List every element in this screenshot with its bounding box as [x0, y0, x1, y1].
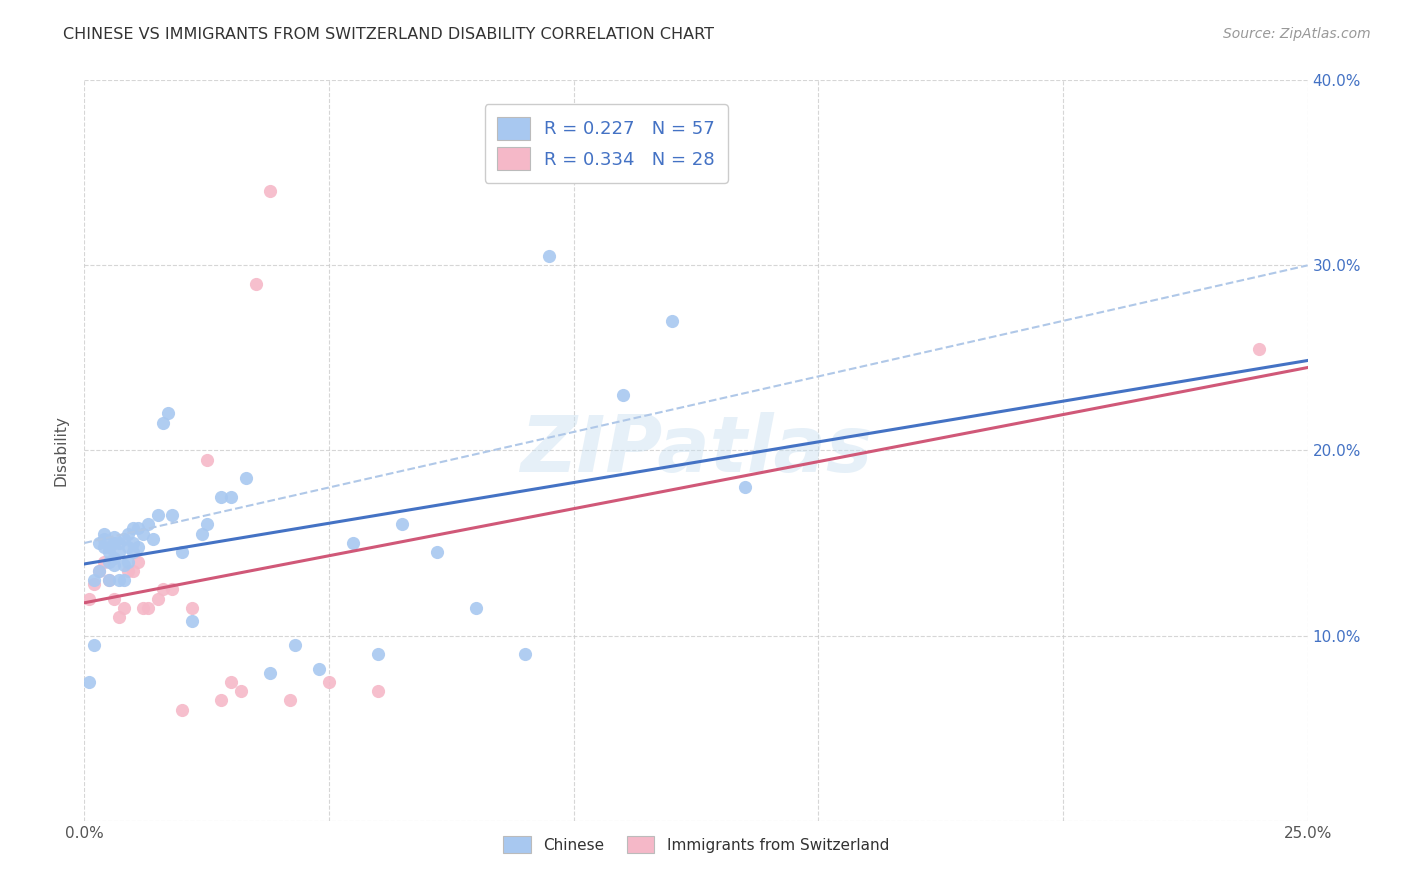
Point — [308, 662, 330, 676]
Point — [142, 533, 165, 547]
Point — [77, 674, 100, 689]
Y-axis label: Disability: Disability — [53, 415, 69, 486]
Point — [117, 554, 139, 569]
Point — [538, 249, 561, 263]
Point — [83, 576, 105, 591]
Point — [132, 600, 155, 615]
Point — [122, 564, 145, 578]
Point — [136, 517, 159, 532]
Point — [734, 481, 756, 495]
Point — [127, 540, 149, 554]
Point — [367, 684, 389, 698]
Point — [284, 638, 307, 652]
Point — [191, 526, 214, 541]
Point — [107, 573, 129, 587]
Point — [127, 554, 149, 569]
Point — [195, 517, 218, 532]
Point — [107, 545, 129, 559]
Point — [103, 531, 125, 545]
Point — [318, 674, 340, 689]
Point — [259, 184, 281, 198]
Point — [259, 665, 281, 680]
Point — [83, 573, 105, 587]
Point — [77, 591, 100, 606]
Point — [391, 517, 413, 532]
Point — [146, 508, 169, 523]
Point — [103, 536, 125, 550]
Point — [93, 526, 115, 541]
Point — [107, 536, 129, 550]
Point — [87, 564, 110, 578]
Point — [152, 416, 174, 430]
Point — [235, 471, 257, 485]
Point — [117, 564, 139, 578]
Point — [112, 558, 135, 573]
Point — [219, 674, 242, 689]
Point — [93, 554, 115, 569]
Point — [162, 508, 184, 523]
Point — [229, 684, 252, 698]
Point — [367, 647, 389, 661]
Point — [1247, 342, 1270, 356]
Legend: Chinese, Immigrants from Switzerland: Chinese, Immigrants from Switzerland — [495, 828, 897, 861]
Point — [103, 591, 125, 606]
Point — [112, 533, 135, 547]
Point — [83, 638, 105, 652]
Point — [117, 540, 139, 554]
Point — [132, 526, 155, 541]
Point — [146, 591, 169, 606]
Point — [152, 582, 174, 597]
Point — [209, 490, 232, 504]
Point — [97, 573, 120, 587]
Point — [181, 614, 204, 628]
Point — [112, 600, 135, 615]
Point — [122, 521, 145, 535]
Text: CHINESE VS IMMIGRANTS FROM SWITZERLAND DISABILITY CORRELATION CHART: CHINESE VS IMMIGRANTS FROM SWITZERLAND D… — [63, 27, 714, 42]
Point — [612, 388, 634, 402]
Point — [426, 545, 449, 559]
Point — [136, 600, 159, 615]
Point — [87, 536, 110, 550]
Point — [172, 545, 194, 559]
Point — [219, 490, 242, 504]
Point — [245, 277, 267, 291]
Point — [172, 703, 194, 717]
Point — [122, 545, 145, 559]
Point — [93, 540, 115, 554]
Point — [107, 610, 129, 624]
Point — [278, 693, 301, 707]
Point — [342, 536, 364, 550]
Point — [103, 550, 125, 565]
Point — [162, 582, 184, 597]
Point — [156, 407, 179, 421]
Point — [117, 526, 139, 541]
Point — [661, 314, 683, 328]
Point — [97, 545, 120, 559]
Point — [93, 533, 115, 547]
Point — [181, 600, 204, 615]
Point — [97, 554, 120, 569]
Point — [209, 693, 232, 707]
Text: Source: ZipAtlas.com: Source: ZipAtlas.com — [1223, 27, 1371, 41]
Point — [195, 452, 218, 467]
Point — [513, 647, 536, 661]
Point — [112, 573, 135, 587]
Text: ZIPatlas: ZIPatlas — [520, 412, 872, 489]
Point — [464, 600, 486, 615]
Point — [97, 573, 120, 587]
Point — [122, 536, 145, 550]
Point — [127, 521, 149, 535]
Point — [103, 558, 125, 573]
Point — [87, 564, 110, 578]
Point — [97, 540, 120, 554]
